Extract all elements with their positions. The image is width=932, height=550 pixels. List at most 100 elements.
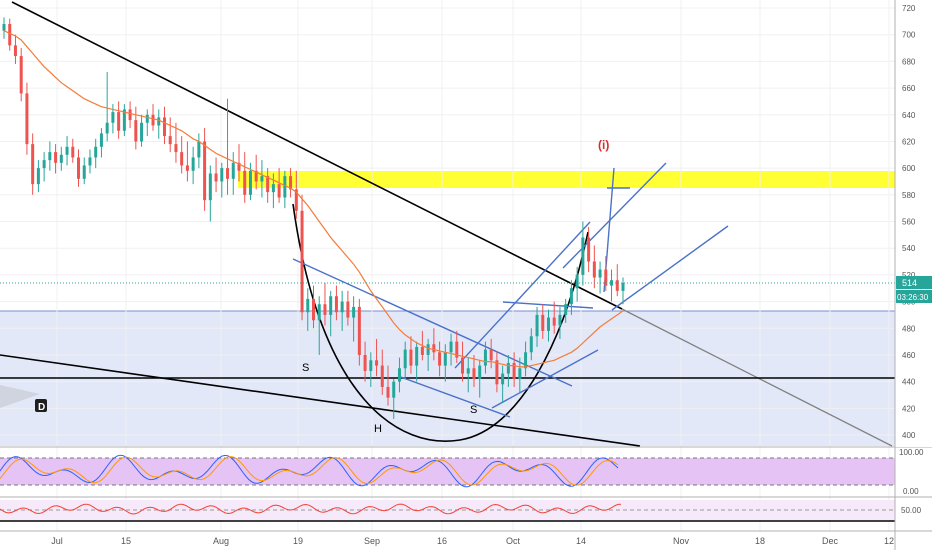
candle-body (501, 373, 505, 385)
candle-body (409, 349, 413, 366)
candle-body (323, 304, 327, 315)
oscillator-2-band (0, 500, 895, 520)
candle-body (564, 304, 568, 315)
candle-body (420, 346, 424, 355)
candle-body (392, 381, 396, 398)
d-marker-badge[interactable] (35, 399, 47, 412)
oscillator-1-top-tick: 100.00 (899, 448, 924, 457)
candle-body (294, 189, 298, 211)
drawing-triangle (0, 385, 40, 408)
head-label: H (374, 423, 382, 435)
oscillator-2-mid-tick: 50.00 (901, 506, 922, 515)
d-marker-label: D (38, 402, 45, 413)
candle-body (54, 152, 58, 163)
candle-body (243, 170, 247, 195)
candle-body (552, 317, 556, 326)
candle-body (111, 112, 115, 123)
price-axis[interactable] (895, 0, 932, 447)
price-tick-label: 720 (902, 4, 916, 13)
countdown-badge (896, 290, 932, 303)
candle-body (610, 280, 614, 286)
last-price-label: 514 (902, 278, 917, 288)
candle-body (478, 365, 482, 379)
candle-body (346, 301, 350, 318)
candle-body (71, 146, 75, 158)
candle-body (191, 157, 195, 171)
candle-body (260, 176, 264, 182)
candle-body (598, 269, 602, 278)
right-shoulder-label: S (470, 404, 477, 416)
candle-body (312, 298, 315, 321)
candle-body (271, 184, 275, 193)
candle-body (334, 296, 338, 313)
candle-body (36, 168, 40, 185)
candle-body (289, 176, 293, 190)
time-tick-label: 14 (576, 536, 586, 546)
candle-body (432, 344, 436, 353)
candle-body (168, 136, 172, 145)
moving-average-line (3, 30, 624, 368)
impulse-line-steep (562, 162, 667, 269)
candle-body (128, 109, 132, 121)
candle-body (357, 306, 361, 355)
price-tick-label: 640 (902, 111, 916, 120)
candle-body (575, 274, 579, 289)
candle-body (369, 360, 373, 371)
candle-body (180, 152, 184, 166)
candle-body (489, 349, 493, 361)
candle-body (541, 314, 545, 331)
candle-body (615, 280, 619, 291)
candle-body (546, 317, 550, 331)
time-tick-label: 18 (755, 536, 765, 546)
candle-body (443, 352, 447, 366)
candle-body (512, 362, 516, 379)
candlestick-series (2, 17, 625, 419)
price-tick-label: 700 (902, 31, 916, 40)
oscillator-1-bottom-tick: 0.00 (903, 487, 919, 496)
descending-trendline (11, 1, 623, 310)
lower-trendline (0, 354, 641, 447)
candle-body (426, 344, 430, 355)
candle-body (254, 170, 258, 182)
candle-body (65, 146, 69, 155)
candle-body (208, 173, 212, 201)
candle-body (8, 24, 12, 46)
candle-body (19, 56, 23, 94)
candle-body (174, 144, 178, 153)
countdown-label: 03:26:30 (897, 293, 929, 302)
candle-body (506, 362, 510, 374)
candle-body (88, 157, 92, 166)
price-grid (0, 0, 895, 531)
time-axis-ticks[interactable]: Jul 15 Aug 19 Sep 16 Oct 14 Nov 18 Dec 12 (51, 536, 894, 546)
price-tick-label: 540 (902, 244, 916, 253)
time-tick-label: Dec (822, 536, 839, 546)
candle-body (197, 141, 201, 158)
candle-body (558, 314, 562, 326)
candle-body (529, 336, 533, 353)
candle-body (231, 162, 235, 179)
candle-body (140, 122, 144, 142)
impulse-line-wide (611, 225, 729, 311)
resistance-zone (238, 171, 895, 188)
last-price-badge (896, 276, 932, 289)
candle-body (42, 160, 46, 169)
candle-body (472, 368, 476, 379)
candle-body (13, 45, 17, 57)
time-tick-label: Oct (506, 536, 521, 546)
candle-body (403, 349, 407, 369)
candle-body (449, 341, 453, 353)
candle-body (48, 152, 52, 161)
price-tick-label: 660 (902, 84, 916, 93)
cup-curve (292, 203, 589, 442)
candle-body (438, 352, 442, 366)
candle-body (283, 176, 287, 198)
candle-body (59, 154, 63, 163)
time-tick-label: Jul (51, 536, 63, 546)
candle-body (237, 162, 241, 171)
time-tick-label: 19 (293, 536, 303, 546)
candle-body (94, 146, 98, 158)
candle-body (226, 168, 230, 179)
time-tick-label: 16 (437, 536, 447, 546)
candle-body (25, 93, 29, 145)
